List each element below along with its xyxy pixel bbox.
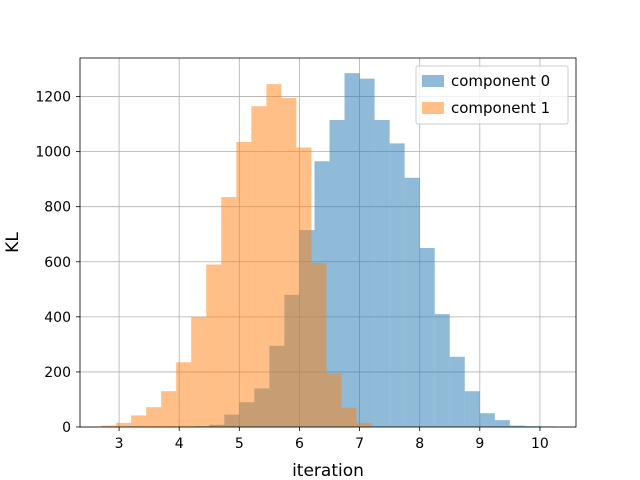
y-tick-label: 800: [44, 200, 71, 216]
y-axis-label: KL: [3, 232, 23, 253]
x-tick-label: 6: [295, 436, 304, 452]
bar-component-0: [494, 420, 510, 427]
bar-component-1: [131, 415, 147, 427]
x-axis-label: iteration: [292, 461, 364, 480]
x-axis-ticks: 3 4 5 6 7 8 9 10: [115, 427, 549, 452]
bar-component-1: [296, 147, 312, 427]
bar-component-0: [524, 426, 540, 427]
bar-component-1: [311, 263, 327, 427]
y-tick-label: 0: [62, 420, 71, 436]
bar-component-1: [281, 97, 297, 427]
plot-frame: [79, 57, 577, 428]
bar-component-0: [389, 143, 405, 428]
bar-component-1: [266, 84, 282, 427]
x-tick-label: 8: [415, 436, 424, 452]
bar-component-0: [359, 78, 375, 427]
x-tick-label: 4: [175, 436, 184, 452]
y-tick-label: 1200: [35, 90, 71, 106]
y-tick-label: 400: [44, 310, 71, 326]
x-tick-label: 10: [531, 436, 549, 452]
bar-component-0: [449, 356, 465, 427]
legend-label-component-0: component 0: [451, 72, 550, 90]
x-tick-label: 3: [115, 436, 124, 452]
legend-swatch-component-1: [422, 102, 444, 114]
legend-swatch-component-0: [422, 75, 444, 87]
x-tick-label: 5: [235, 436, 244, 452]
bar-component-1: [326, 373, 342, 427]
bar-component-1: [251, 106, 267, 427]
bar-component-0: [404, 177, 420, 427]
bar-component-0: [329, 119, 345, 427]
y-tick-label: 600: [44, 255, 71, 271]
bar-component-1: [191, 316, 207, 427]
bar-component-0: [509, 425, 525, 427]
bar-component-1: [101, 425, 117, 427]
bar-component-1: [356, 422, 372, 427]
bar-component-1: [116, 422, 132, 427]
bar-component-1: [221, 197, 237, 427]
legend-label-component-1: component 1: [451, 99, 550, 117]
x-tick-label: 7: [355, 436, 364, 452]
bar-component-0: [419, 248, 435, 427]
y-tick-label: 1000: [35, 145, 71, 161]
bar-component-1: [161, 391, 177, 427]
bar-component-1: [146, 407, 162, 427]
bar-component-0: [479, 413, 495, 427]
bar-component-0: [344, 73, 360, 428]
legend-box: [415, 65, 569, 125]
x-tick-label: 9: [475, 436, 484, 452]
bar-component-1: [176, 362, 192, 427]
y-tick-label: 200: [44, 365, 71, 381]
bar-component-1: [236, 141, 252, 427]
bar-component-1: [206, 264, 222, 427]
legend: component 0 component 1: [415, 65, 569, 125]
bar-component-0: [434, 314, 450, 427]
bar-component-1: [341, 407, 357, 427]
bar-component-0: [464, 391, 480, 427]
series-component-1-bars: [101, 84, 372, 427]
bar-component-0: [374, 119, 390, 427]
y-axis-ticks: 0 200 400 600 800 1000 1200: [35, 90, 80, 436]
